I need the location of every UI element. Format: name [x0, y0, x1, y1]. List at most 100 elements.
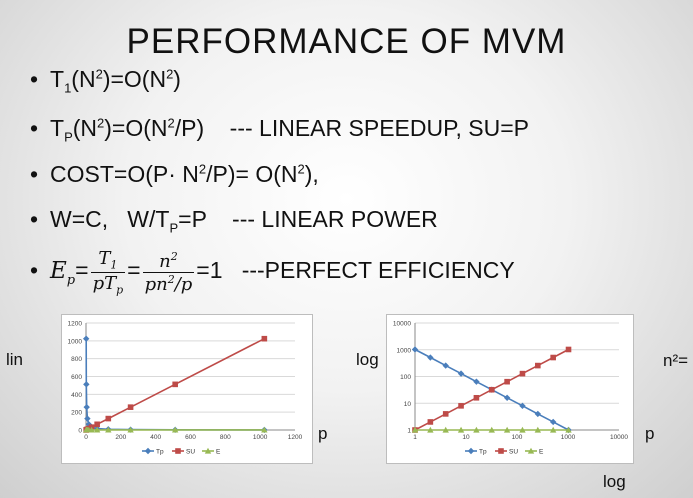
data-point-tp: [473, 378, 480, 385]
x-tick-label: 600: [185, 434, 196, 441]
data-point-e: [503, 426, 511, 433]
data-point-e: [171, 426, 179, 433]
legend-label: E: [539, 449, 544, 456]
data-point-tp: [427, 354, 434, 361]
bullet-text: /P) --- LINEAR SPEEDUP, SU=P: [174, 115, 529, 141]
legend-label: Tp: [156, 449, 164, 456]
bullet-text: )=O(N: [104, 115, 168, 141]
bullet-efficiency: • Ep= T1 pTp = n2 pn2/p =1 ---PERFECT EFFICIENC…: [30, 248, 515, 296]
data-point-e: [442, 426, 449, 433]
bullet-text: ): [173, 66, 181, 92]
equals-sign: =: [75, 257, 89, 284]
data-point-tp: [82, 335, 90, 342]
x-tick-label: 1200: [288, 434, 303, 441]
data-point-su: [458, 403, 464, 409]
lin-label: lin: [6, 350, 24, 369]
data-point-e: [88, 426, 95, 433]
y-tick-label: 1000: [68, 338, 83, 345]
y-tick-label: 100: [400, 374, 411, 381]
data-point-e: [534, 426, 542, 433]
y-tick-label: 0: [78, 428, 82, 435]
p-label-right: p: [645, 424, 655, 443]
subscript: 1: [110, 258, 118, 272]
linear-chart: 0 200 400 600 800 1000 1200 0 200 400 600 800 1000 12…: [68, 321, 303, 456]
bullet-glyph: •: [30, 66, 39, 92]
y-tick-label: 1: [407, 428, 411, 435]
bullet-text: ),: [304, 161, 319, 187]
superscript: 2: [167, 272, 175, 286]
data-point-su: [565, 346, 572, 353]
bullet-text: =P --- LINEAR POWER: [178, 206, 438, 232]
equals-sign: =: [127, 257, 141, 284]
data-point-tp: [534, 410, 542, 418]
bullet-text: COST=O(P· N: [50, 161, 199, 187]
data-point-tp: [503, 394, 511, 401]
data-point-su: [519, 370, 526, 377]
data-point-tp: [457, 370, 465, 377]
legend-marker: [175, 448, 181, 454]
math-symbol: E: [50, 258, 67, 285]
data-point-tp: [411, 346, 419, 353]
fraction-t1-over-ptp: T1 pTp: [90, 248, 126, 297]
data-point-su: [473, 394, 480, 401]
data-point-tp: [442, 362, 449, 369]
bullet-text: (N: [71, 66, 96, 92]
log-label-left: log: [356, 350, 379, 369]
log-chart-box: 1 10 100 1000 10000 1 10 100 1000 10000 Tp SU E: [386, 314, 634, 464]
x-tick-label: 200: [115, 434, 126, 441]
data-point-e: [261, 426, 268, 433]
bullet-power: • W=C, W/TP=P --- LINEAR POWER: [30, 206, 438, 236]
superscript: 2: [97, 115, 105, 131]
data-point-su: [442, 411, 449, 417]
fraction-n2-over-pn2p: n2 pn2/p: [142, 249, 195, 295]
data-point-su: [488, 386, 495, 393]
bullet-glyph: •: [30, 161, 39, 187]
bullet-text: T: [50, 115, 65, 141]
subscript: P: [169, 220, 179, 236]
superscript: 2: [170, 249, 178, 263]
subscript: p: [116, 283, 124, 297]
data-point-e: [549, 426, 557, 433]
y-tick-label: 1000: [397, 347, 412, 354]
bullet-text: T: [50, 66, 65, 92]
bullet-tp: • TP(N2)=O(N2/P) --- LINEAR SPEEDUP, SU=P: [30, 115, 529, 145]
x-tick-label: 400: [150, 434, 161, 441]
legend-marker: [204, 447, 212, 454]
x-tick-label: 0: [84, 434, 88, 441]
denominator: pn: [144, 273, 168, 295]
data-point-e: [411, 426, 419, 433]
legend-label: SU: [509, 449, 518, 456]
data-point-tp: [84, 415, 91, 422]
data-point-e: [127, 426, 134, 433]
data-point-su: [261, 335, 268, 342]
data-point-e: [473, 426, 480, 433]
data-point-tp: [83, 403, 90, 411]
data-point-su: [127, 404, 134, 410]
denominator: /p: [174, 273, 193, 295]
data-point-tp: [549, 418, 557, 426]
superscript: 2: [297, 161, 305, 177]
x-tick-label: 1000: [561, 434, 576, 441]
superscript: 2: [166, 66, 174, 82]
numerator: n: [159, 250, 171, 272]
data-point-e: [565, 426, 572, 433]
legend-label: E: [216, 449, 221, 456]
data-point-e: [93, 426, 101, 433]
p-label-left: p: [318, 424, 328, 443]
y-tick-label: 10000: [393, 321, 411, 328]
bullet-text: )=O(N: [102, 66, 167, 92]
bullet-glyph: •: [30, 206, 39, 232]
legend-label: SU: [186, 449, 195, 456]
bullet-t1: • T1(N2)=O(N2): [30, 66, 181, 96]
y-tick-label: 1200: [68, 321, 83, 328]
legend-marker: [527, 447, 535, 454]
legend-marker: [144, 447, 152, 455]
data-point-su: [172, 381, 178, 388]
x-tick-label: 10000: [610, 434, 628, 441]
subscript: 1: [64, 80, 72, 96]
data-point-su: [427, 419, 434, 425]
data-point-su: [535, 362, 541, 369]
subscript: P: [64, 129, 73, 145]
bullet-text: W=C, W/T: [50, 206, 170, 232]
x-tick-label: 800: [220, 434, 231, 441]
